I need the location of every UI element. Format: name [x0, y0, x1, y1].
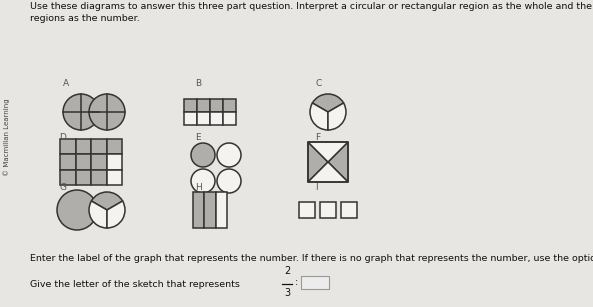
Bar	[60, 154, 75, 170]
Bar	[91, 139, 107, 154]
Circle shape	[63, 94, 99, 130]
Bar	[184, 99, 197, 112]
Bar	[197, 99, 210, 112]
Bar	[205, 192, 216, 228]
Bar	[107, 154, 122, 170]
Bar	[210, 99, 223, 112]
Text: H: H	[195, 183, 202, 192]
Polygon shape	[308, 142, 348, 162]
Bar	[210, 112, 223, 125]
Bar	[216, 192, 227, 228]
Bar	[184, 112, 197, 125]
Polygon shape	[308, 162, 348, 182]
Text: I: I	[315, 183, 318, 192]
Circle shape	[191, 169, 215, 193]
Wedge shape	[89, 201, 107, 228]
Bar	[75, 139, 91, 154]
Text: 3: 3	[284, 288, 290, 298]
Circle shape	[217, 143, 241, 167]
Polygon shape	[308, 142, 328, 182]
Text: D: D	[59, 133, 66, 142]
Bar	[320, 202, 336, 218]
FancyBboxPatch shape	[301, 276, 329, 289]
Text: 2: 2	[284, 266, 290, 276]
Bar	[75, 154, 91, 170]
Circle shape	[191, 143, 215, 167]
Text: A: A	[63, 79, 69, 88]
Circle shape	[57, 190, 97, 230]
Text: C: C	[315, 79, 321, 88]
Circle shape	[89, 94, 125, 130]
Bar	[60, 170, 75, 185]
Wedge shape	[107, 201, 125, 228]
Bar	[91, 170, 107, 185]
Bar	[107, 170, 122, 185]
Bar	[60, 139, 75, 154]
Bar	[223, 112, 236, 125]
Wedge shape	[313, 94, 343, 112]
Text: B: B	[195, 79, 201, 88]
Text: Enter the label of the graph that represents the number. If there is no graph th: Enter the label of the graph that repres…	[30, 254, 593, 263]
Text: E: E	[195, 133, 200, 142]
Bar	[193, 192, 205, 228]
Text: © Macmillan Learning: © Macmillan Learning	[4, 98, 10, 176]
Bar	[91, 154, 107, 170]
Wedge shape	[310, 103, 328, 130]
Bar	[107, 139, 122, 154]
Circle shape	[217, 169, 241, 193]
Bar	[197, 112, 210, 125]
Text: regions as the number.: regions as the number.	[30, 14, 140, 23]
Text: G: G	[59, 183, 66, 192]
Wedge shape	[328, 103, 346, 130]
Wedge shape	[91, 192, 123, 210]
Bar	[75, 170, 91, 185]
Bar	[341, 202, 357, 218]
Text: Use these diagrams to answer this three part question. Interpret a circular or r: Use these diagrams to answer this three …	[30, 2, 593, 11]
Bar	[299, 202, 315, 218]
Text: :: :	[295, 277, 298, 287]
Text: Give the letter of the sketch that represents: Give the letter of the sketch that repre…	[30, 280, 240, 289]
Bar	[308, 142, 348, 182]
Text: F: F	[315, 133, 320, 142]
Bar	[223, 99, 236, 112]
Polygon shape	[328, 142, 348, 182]
